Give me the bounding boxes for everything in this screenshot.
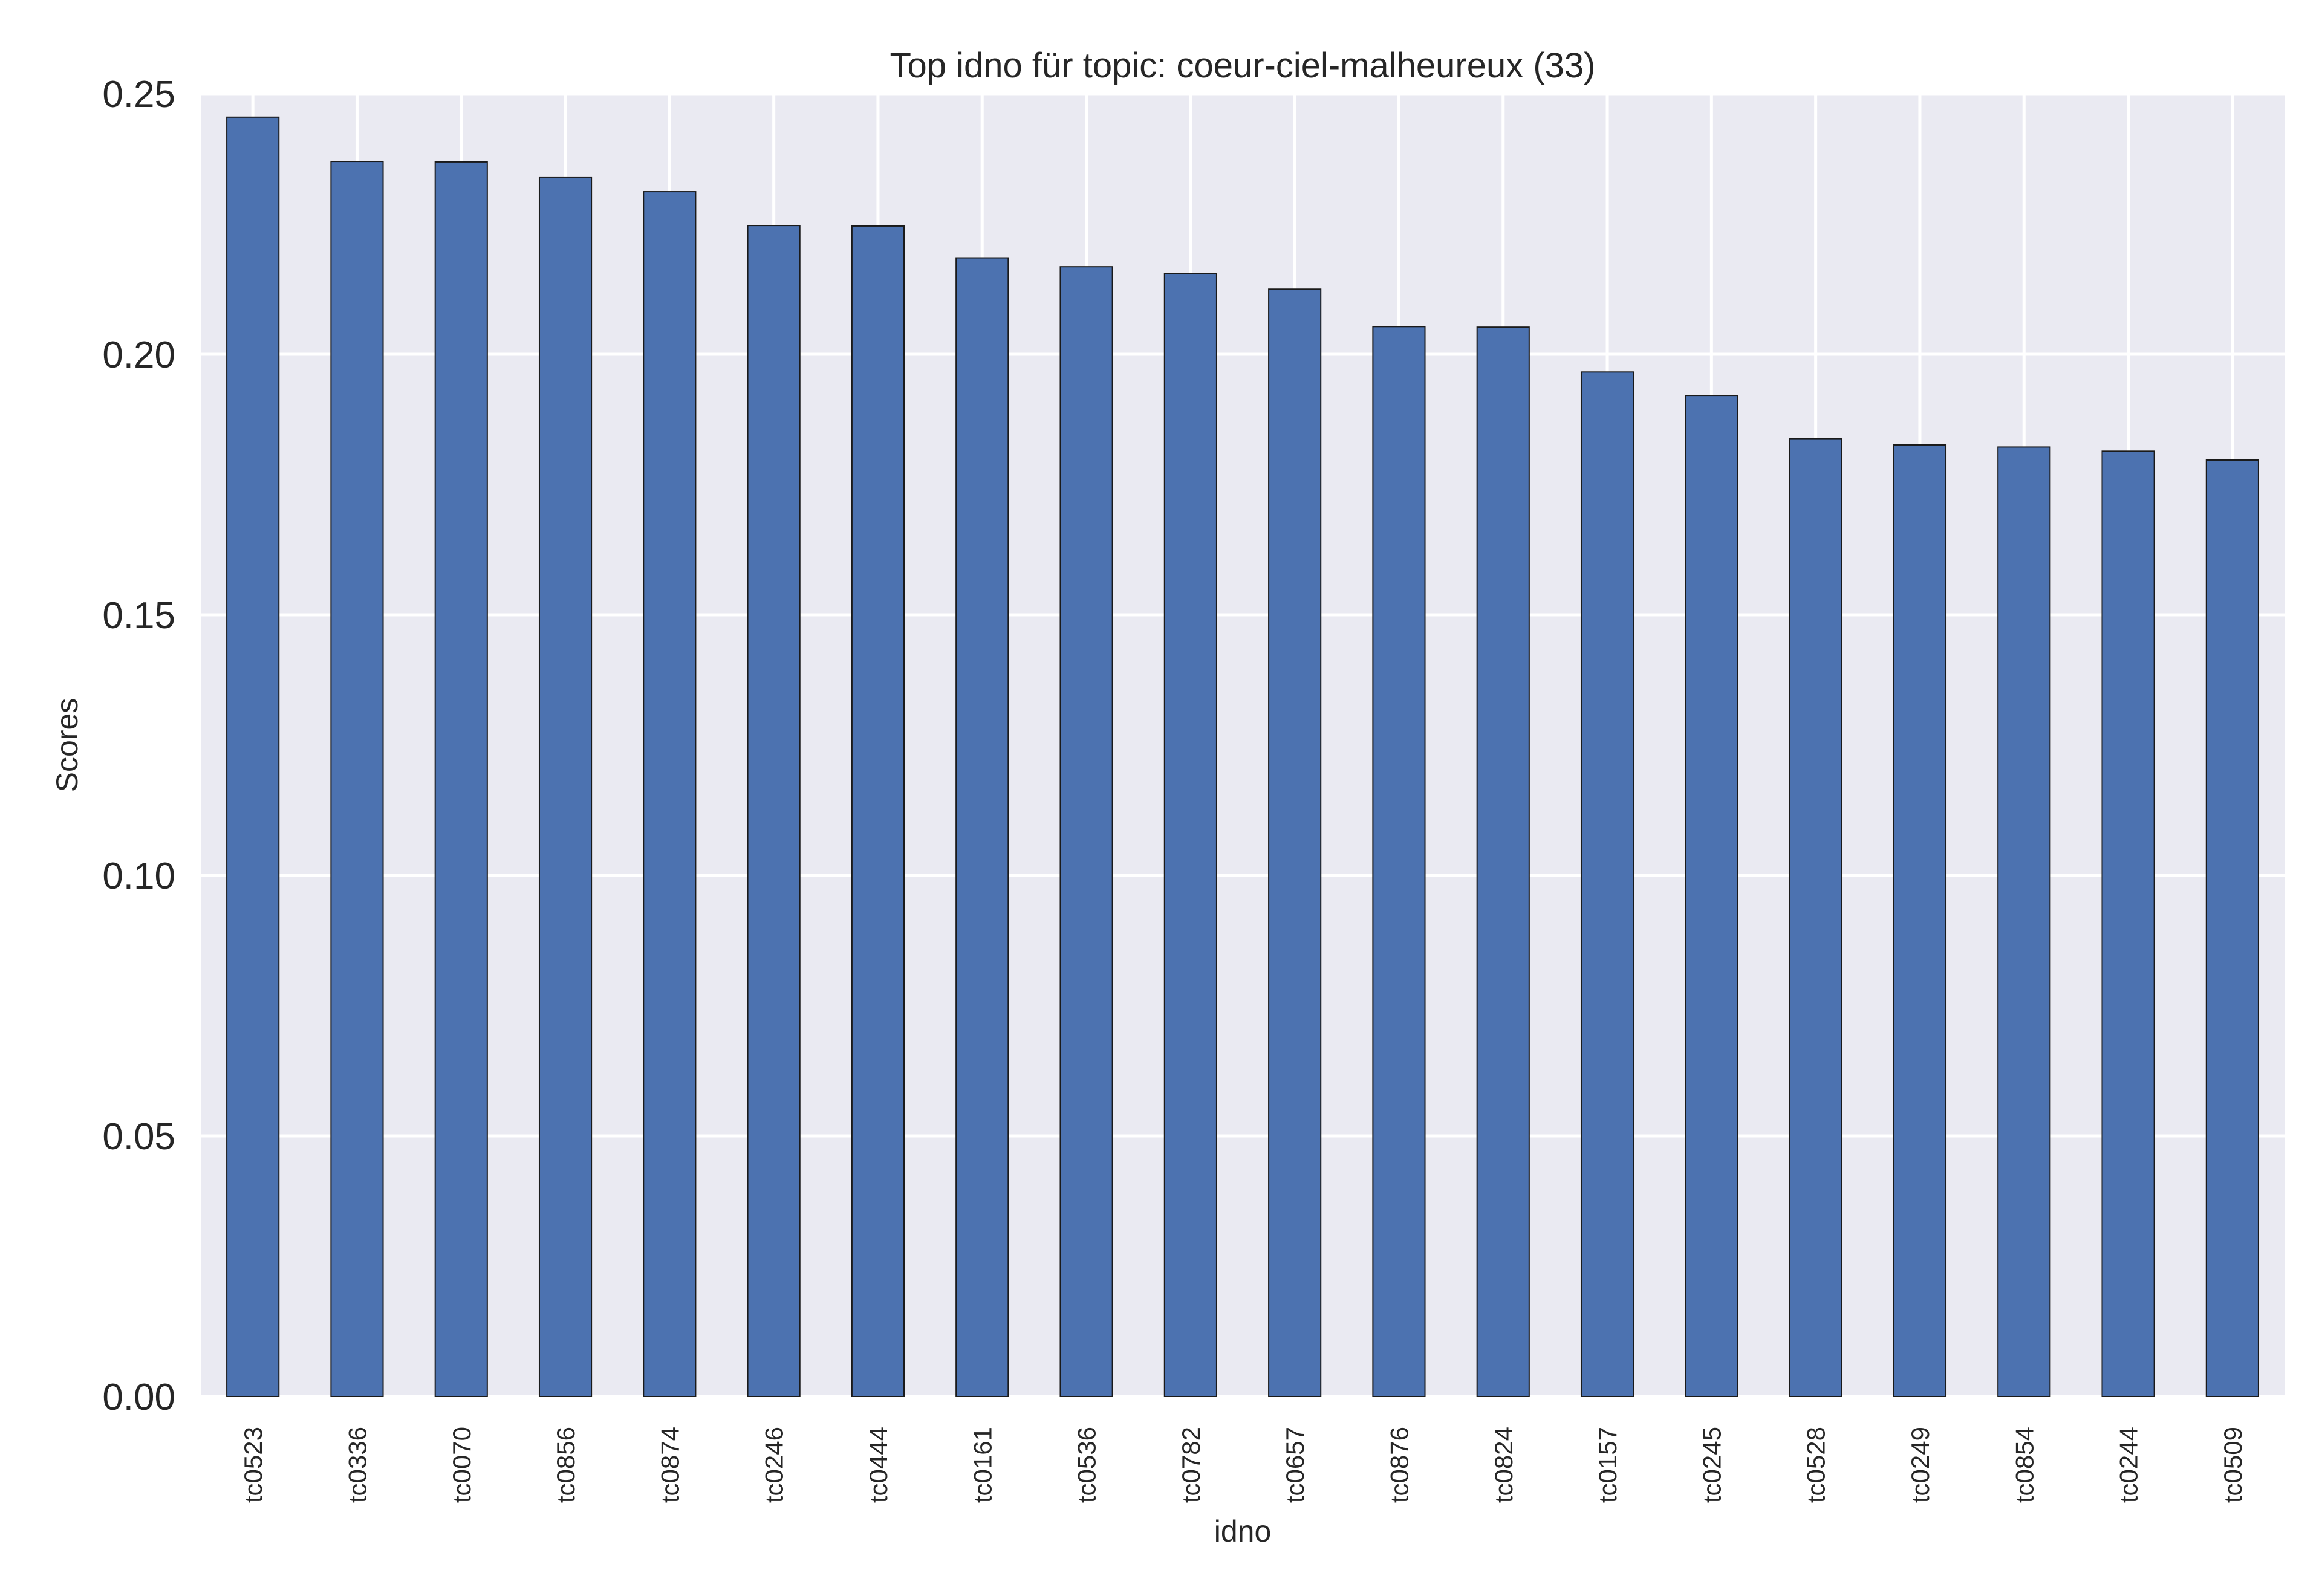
x-tick-label-tc0856: tc0856 — [551, 1427, 580, 1503]
bar-tc0161 — [955, 257, 1009, 1397]
bar-tc0245 — [1685, 395, 1738, 1397]
x-axis-label: idno — [1214, 1514, 1272, 1548]
x-tick-label-tc0782: tc0782 — [1177, 1427, 1205, 1503]
x-tick-label-tc0874: tc0874 — [655, 1427, 684, 1503]
bar-tc0523 — [226, 116, 280, 1397]
chart-title: Top idno für topic: coeur-ciel-malheureu… — [890, 46, 1596, 85]
y-tick-labels: 0.00 0.05 0.10 0.15 0.20 0.25 — [102, 74, 175, 1418]
bar-tc0528 — [1789, 438, 1842, 1397]
y-tick-label: 0.10 — [102, 855, 175, 897]
y-tick-label: 0.25 — [102, 74, 175, 115]
bar-tc0070 — [434, 161, 488, 1397]
x-tick-label-tc0854: tc0854 — [2010, 1427, 2038, 1503]
bar-tc0336 — [330, 161, 384, 1397]
bar-tc0249 — [1893, 444, 1947, 1397]
bar-tc0244 — [2101, 450, 2155, 1397]
x-tick-label-tc0528: tc0528 — [1802, 1427, 1830, 1503]
bar-tc0782 — [1163, 273, 1217, 1397]
bars — [226, 116, 2259, 1398]
x-tick-label-tc0657: tc0657 — [1281, 1427, 1309, 1503]
x-tick-label-tc0249: tc0249 — [1906, 1427, 1934, 1503]
x-tick-labels: tc0523 tc0336 tc0070 tc0856 tc0874 tc0246 tc04… — [239, 1427, 2247, 1503]
y-tick-label: 0.00 — [102, 1377, 175, 1418]
bar-tc0536 — [1059, 266, 1113, 1398]
plot-background — [201, 94, 2285, 1396]
bar-tc0246 — [747, 225, 801, 1397]
bar-tc0509 — [2205, 459, 2259, 1398]
x-tick-label-tc0244: tc0244 — [2115, 1427, 2143, 1503]
x-tick-label-tc0876: tc0876 — [1385, 1427, 1413, 1503]
x-tick-label-tc0824: tc0824 — [1489, 1427, 1518, 1503]
x-tick-label-tc0246: tc0246 — [760, 1427, 789, 1503]
bar-tc0856 — [538, 176, 593, 1397]
x-tick-label-tc0444: tc0444 — [864, 1427, 893, 1503]
y-tick-label: 0.15 — [102, 595, 175, 637]
y-tick-label: 0.05 — [102, 1116, 175, 1158]
x-tick-label-tc0336: tc0336 — [343, 1427, 371, 1503]
y-axis-label: Scores — [50, 698, 84, 793]
bar-tc0824 — [1476, 326, 1530, 1397]
bar-tc0157 — [1580, 371, 1634, 1397]
x-tick-label-tc0161: tc0161 — [968, 1427, 997, 1503]
x-tick-label-tc0157: tc0157 — [1593, 1427, 1622, 1503]
x-tick-label-tc0509: tc0509 — [2219, 1427, 2247, 1503]
x-tick-label-tc0245: tc0245 — [1697, 1427, 1726, 1503]
x-tick-label-tc0536: tc0536 — [1073, 1427, 1101, 1503]
bar-tc0657 — [1268, 288, 1322, 1397]
bar-tc0444 — [851, 225, 905, 1397]
x-tick-label-tc0070: tc0070 — [447, 1427, 476, 1503]
bar-tc0854 — [1997, 446, 2051, 1397]
y-tick-label: 0.20 — [102, 334, 175, 376]
bar-tc0874 — [643, 191, 697, 1397]
x-tick-label-tc0523: tc0523 — [239, 1427, 267, 1503]
bar-tc0876 — [1372, 326, 1426, 1398]
